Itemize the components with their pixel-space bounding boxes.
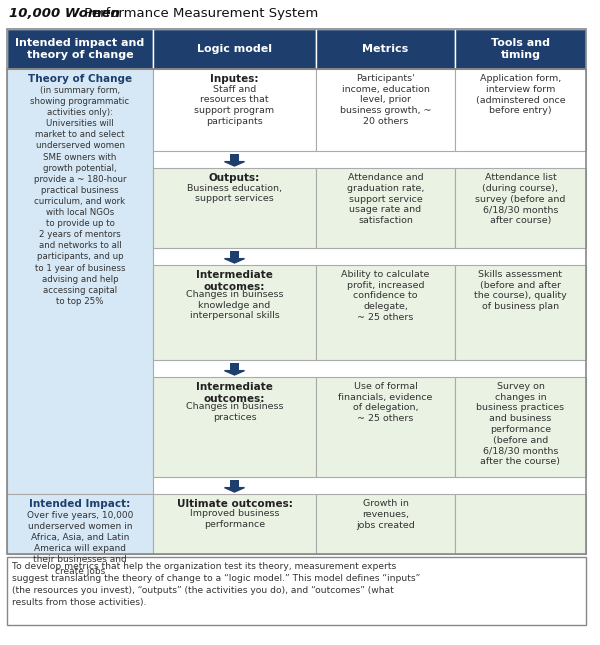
Bar [230, 251, 239, 259]
Text: Skills assessment
(before and after
the course), quality
of business plan: Skills assessment (before and after the … [474, 270, 567, 312]
Bar [7, 69, 586, 554]
Bar [230, 154, 239, 162]
Text: Logic model: Logic model [197, 44, 272, 54]
Polygon shape [224, 371, 245, 375]
Bar [316, 29, 455, 69]
Text: Attendance and
graduation rate,
support service
usage rate and
satisfaction: Attendance and graduation rate, support … [347, 173, 424, 225]
Bar [7, 557, 586, 625]
Bar [153, 29, 316, 69]
Text: Ultimate outcomes:: Ultimate outcomes: [176, 499, 292, 509]
Bar [316, 265, 455, 360]
Polygon shape [224, 488, 245, 492]
Text: Inputes:: Inputes: [210, 74, 259, 84]
Text: Attendance list
(during course),
survey (before and
6/18/30 months
after course): Attendance list (during course), survey … [475, 173, 566, 225]
Text: Improved business
performance: Improved business performance [190, 510, 279, 530]
Text: To develop metrics that help the organization test its theory, measurement exper: To develop metrics that help the organiz… [12, 562, 420, 608]
Text: 10,000 Women: 10,000 Women [9, 7, 120, 20]
Bar [455, 265, 586, 360]
Polygon shape [224, 162, 245, 166]
Bar [316, 69, 455, 151]
Bar [7, 29, 586, 69]
Bar [316, 377, 455, 477]
Text: Outputs:: Outputs: [209, 173, 260, 183]
Text: Intended impact and
theory of change: Intended impact and theory of change [16, 38, 145, 60]
Text: Ability to calculate
profit, increased
confidence to
delegate,
~ 25 others: Ability to calculate profit, increased c… [341, 270, 430, 322]
Bar [455, 377, 586, 477]
Text: Metrics: Metrics [362, 44, 409, 54]
Bar [153, 377, 316, 477]
Text: Theory of Change: Theory of Change [28, 74, 132, 84]
Bar [316, 168, 455, 248]
Text: Staff and
resources that
support program
participants: Staff and resources that support program… [194, 84, 275, 126]
Text: Intermediate
outcomes:: Intermediate outcomes: [196, 270, 273, 292]
Bar [153, 69, 316, 151]
Text: Changes in business
practices: Changes in business practices [186, 402, 283, 422]
Bar [7, 69, 153, 494]
Bar [316, 494, 455, 554]
Text: Changes in buinsess
knowledge and
interpersonal skills: Changes in buinsess knowledge and interp… [186, 290, 283, 321]
Bar [153, 168, 316, 248]
Bar [230, 363, 239, 371]
Polygon shape [224, 259, 245, 263]
Text: Use of formal
financials, evidence
of delegation,
~ 25 others: Use of formal financials, evidence of de… [338, 382, 433, 423]
Bar [153, 494, 316, 554]
Bar [7, 494, 153, 554]
Text: Business education,
support services: Business education, support services [187, 183, 282, 203]
Bar [455, 69, 586, 151]
Text: Over five years, 10,000
underserved women in
Africa, Asia, and Latin
America wil: Over five years, 10,000 underserved wome… [27, 511, 133, 575]
Bar [230, 480, 239, 488]
Text: Application form,
interview form
(adminstered once
before entry): Application form, interview form (admins… [476, 74, 565, 115]
Text: Survey on
changes in
business practices
and business
performance
(before and
6/1: Survey on changes in business practices … [476, 382, 565, 466]
Text: Growth in
revenues,
jobs created: Growth in revenues, jobs created [356, 499, 415, 530]
Text: Intermediate
outcomes:: Intermediate outcomes: [196, 382, 273, 404]
Bar [455, 168, 586, 248]
Text: Intended Impact:: Intended Impact: [29, 499, 131, 509]
Bar [7, 29, 153, 69]
Bar [455, 494, 586, 554]
Text: (in summary form,
showing programmatic
activities only):
Universities will
marke: (in summary form, showing programmatic a… [31, 86, 130, 306]
Text: Performance Measurement System: Performance Measurement System [80, 7, 318, 20]
Text: Participants'
income, education
level, prior
business growth, ~
20 others: Participants' income, education level, p… [340, 74, 431, 126]
Bar [455, 29, 586, 69]
Bar [153, 265, 316, 360]
Text: Tools and
timing: Tools and timing [491, 38, 550, 60]
